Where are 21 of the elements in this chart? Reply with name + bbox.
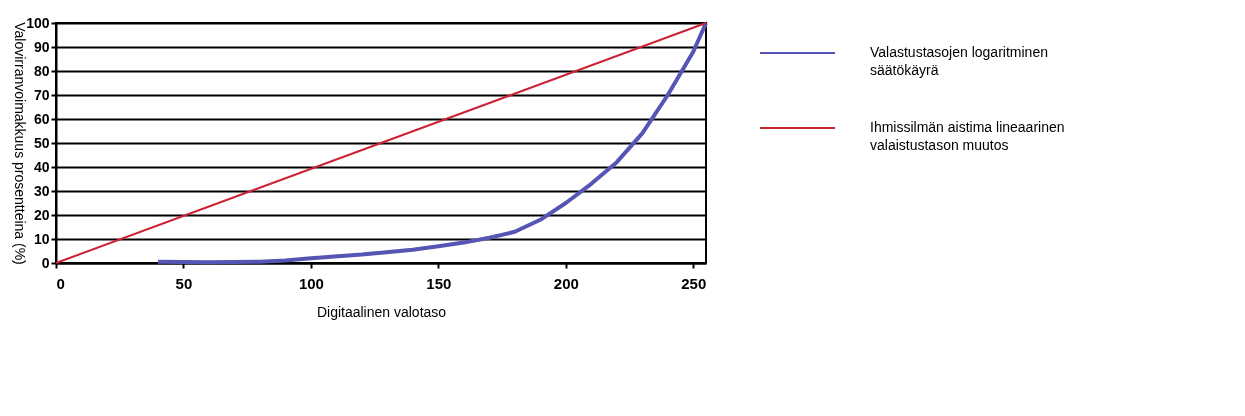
x-axis-title: Digitaalinen valotaso: [316, 303, 447, 320]
y-tick-label: 20: [33, 206, 50, 223]
y-tick-label: 100: [26, 14, 50, 31]
text: Ihmissilmän aistima lineaarinen valaistustason muutos: [870, 119, 1065, 153]
y-tick-label: 0: [41, 254, 50, 271]
line-series: [155, 21, 708, 265]
y-tick-label: 30: [33, 182, 50, 199]
y-tick-label: 90: [33, 38, 50, 55]
y-tick-label: 70: [33, 86, 50, 103]
x-tick-label: 150: [426, 274, 452, 292]
y-tick-label: 40: [33, 158, 50, 175]
y-tick-label: 10: [33, 230, 50, 247]
y-tick-label: 60: [33, 110, 50, 127]
y-tick-label: 50: [33, 134, 50, 151]
x-tick-label: 0: [56, 274, 65, 292]
x-tick-label: 200: [553, 274, 579, 292]
text: Valastustasojen logaritminen säätökäyrä: [870, 44, 1048, 78]
x-tick-label: 50: [175, 274, 193, 292]
x-tick-label: 100: [298, 274, 324, 292]
x-tick-label: 250: [681, 274, 707, 292]
y-tick-label: 80: [33, 62, 50, 79]
